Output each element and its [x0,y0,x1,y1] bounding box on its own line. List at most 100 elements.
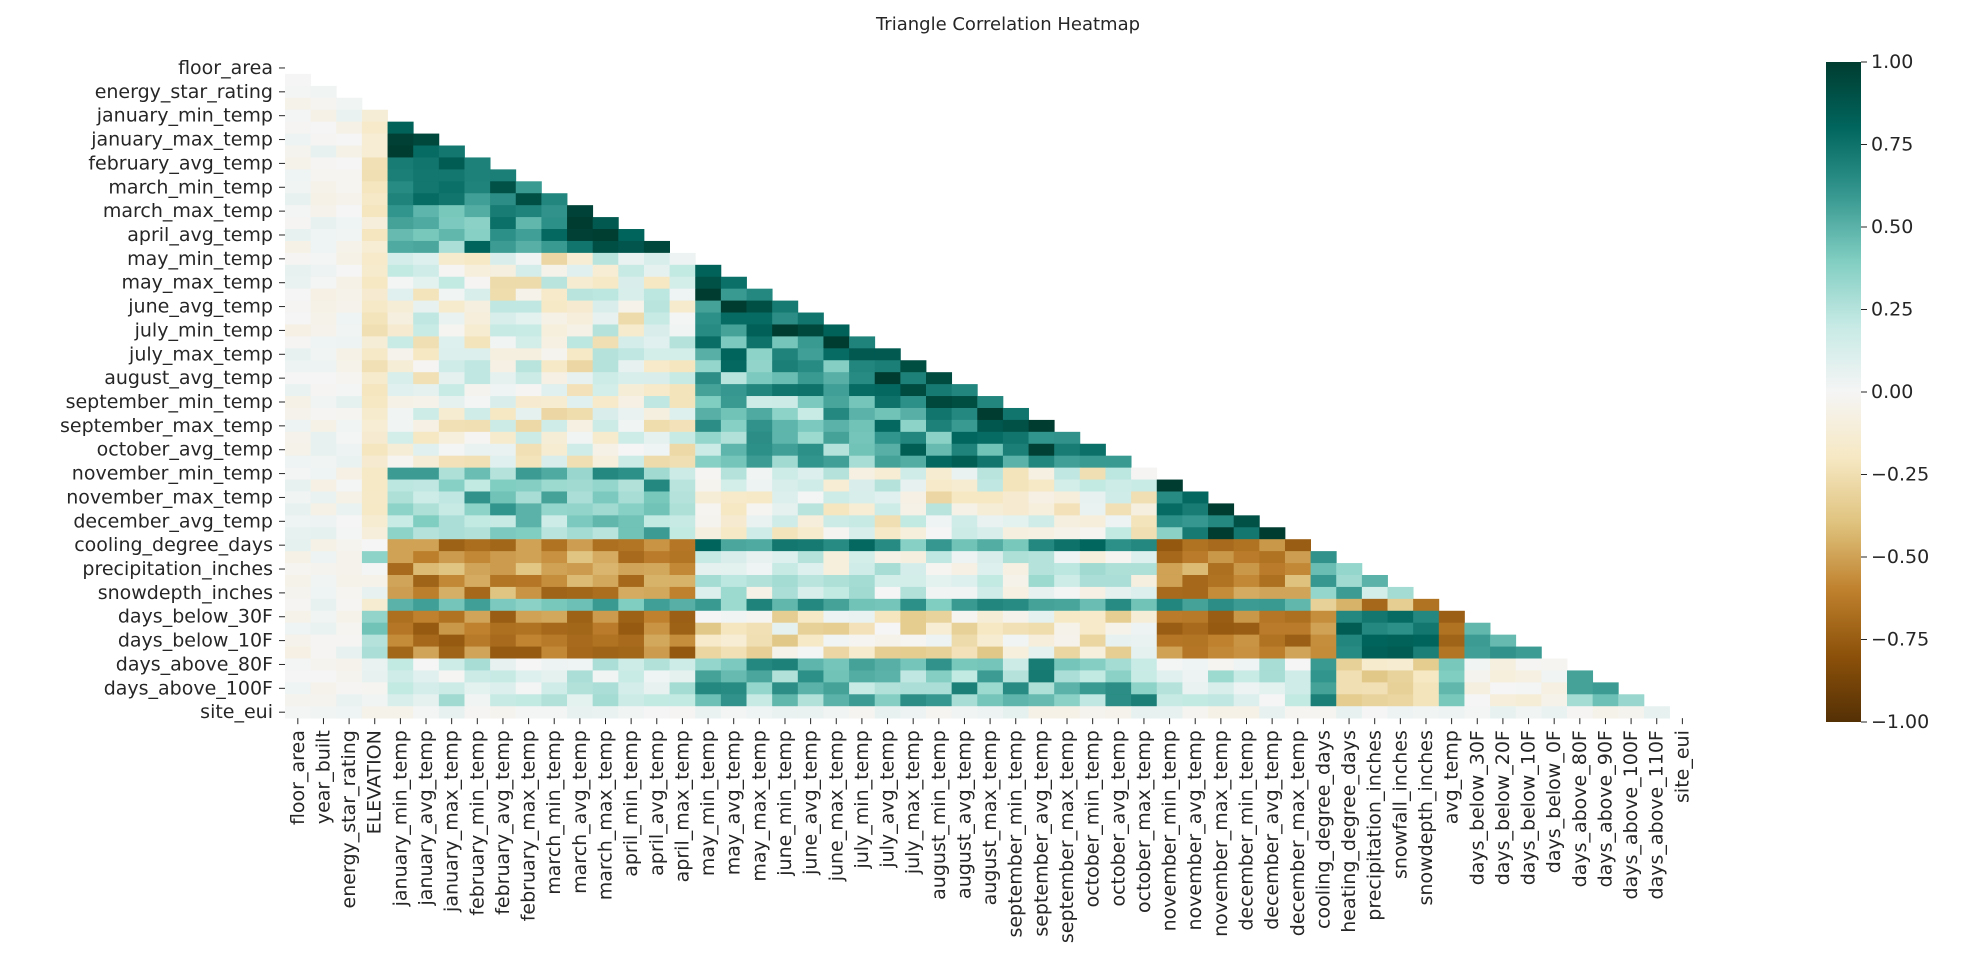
heatmap-cell [490,252,517,266]
heatmap-cell [336,396,363,409]
y-axis: floor_areaenergy_star_ratingjanuary_min_… [60,57,285,723]
heatmap-cell [413,503,440,516]
heatmap-cell [669,276,696,290]
heatmap-cell [438,479,465,492]
heatmap-cell [567,240,594,254]
heatmap-cell [1156,670,1183,683]
heatmap-cell [285,658,312,671]
heatmap-cell [823,610,850,624]
heatmap-cell [413,682,440,695]
heatmap-cell [541,240,568,254]
heatmap-cell [643,431,670,445]
heatmap-cell [669,467,696,480]
heatmap-cell [541,551,568,564]
heatmap-cell [285,706,312,719]
heatmap-cell [387,610,414,624]
heatmap-cell [285,646,312,659]
heatmap-cell [720,396,747,409]
heatmap-cell [336,634,363,647]
heatmap-cell [1105,563,1132,576]
heatmap-cell [413,145,440,158]
heatmap-cell [720,598,747,612]
heatmap-cell [669,694,696,707]
heatmap-cell [285,610,312,624]
heatmap-cell [823,598,850,612]
colorbar-tick-label: −1.00 [1871,711,1929,733]
heatmap-cell [1208,527,1235,540]
heatmap-cell [567,467,594,480]
heatmap-cell [926,407,953,421]
y-tick-label: october_avg_temp [97,439,273,461]
heatmap-cell [1310,563,1337,576]
heatmap-cell [746,610,773,624]
heatmap-cell [1131,527,1158,540]
heatmap-cell [464,574,491,588]
heatmap-cell [1105,551,1132,564]
heatmap-cell [900,455,927,469]
heatmap-cell [1387,670,1414,683]
x-tick-label: october_avg_temp [1107,730,1129,906]
heatmap-cell [874,443,901,457]
heatmap-cell [669,563,696,576]
heatmap-cell [310,193,337,206]
heatmap-cell [1105,670,1132,683]
heatmap-cell [567,217,594,230]
heatmap-cell [1208,515,1235,528]
heatmap-cell [874,491,901,504]
y-tick-label: june_avg_temp [127,296,273,318]
heatmap-cell [900,586,927,600]
heatmap-cell [387,396,414,409]
heatmap-cell [515,324,542,337]
heatmap-cell [1131,658,1158,671]
x-tick-label: snowfall_inches [1389,730,1411,879]
heatmap-cell [336,264,363,278]
heatmap-cell [438,396,465,409]
heatmap-cell [720,372,747,385]
heatmap-cell [361,109,388,123]
heatmap-cell [772,312,799,325]
heatmap-cell [823,479,850,492]
heatmap-cell [1361,670,1388,683]
heatmap-cell [720,455,747,469]
heatmap-cell [541,634,568,647]
heatmap-cell [1284,574,1311,588]
heatmap-cell [1310,646,1337,659]
heatmap-cell [746,682,773,695]
heatmap-cell [746,455,773,469]
heatmap-cell [310,598,337,612]
heatmap-cell [515,706,542,719]
heatmap-cell [310,670,337,683]
heatmap-cell [490,181,517,194]
heatmap-cell [849,372,876,385]
heatmap-cell [285,288,312,301]
heatmap-cell [387,217,414,230]
heatmap-cell [669,634,696,647]
heatmap-cell [361,527,388,540]
heatmap-cell [618,503,645,516]
heatmap-cell [438,145,465,158]
heatmap-cell [336,384,363,397]
heatmap-cell [720,360,747,373]
heatmap-cell [515,670,542,683]
heatmap-cell [310,217,337,230]
heatmap-cell [720,336,747,349]
heatmap-cell [977,491,1004,504]
heatmap-cell [1002,670,1029,683]
heatmap-cell [720,288,747,301]
heatmap-cell [490,336,517,349]
heatmap-cell [310,622,337,636]
heatmap-cell [490,169,517,182]
heatmap-cell [490,610,517,624]
heatmap-cell [669,372,696,385]
x-tick-label: may_avg_temp [723,730,745,875]
heatmap-cell [1208,670,1235,683]
heatmap-cell [438,348,465,361]
heatmap-cell [592,670,619,683]
heatmap-cell [490,396,517,409]
heatmap-cell [1054,658,1081,671]
heatmap-cell [900,706,927,719]
heatmap-cell [1310,670,1337,683]
heatmap-cell [1464,646,1491,659]
heatmap-cell [490,539,517,552]
heatmap-cell [541,276,568,290]
